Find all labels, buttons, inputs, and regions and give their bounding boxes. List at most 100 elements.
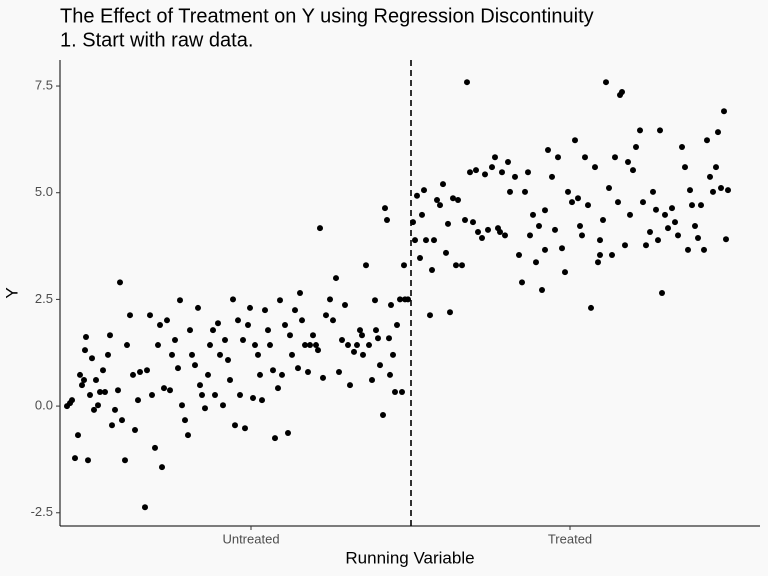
point	[357, 327, 363, 334]
point	[625, 158, 631, 165]
point	[242, 425, 248, 432]
point	[142, 504, 148, 511]
point	[359, 332, 365, 339]
point	[295, 365, 301, 372]
point	[522, 188, 528, 195]
point	[536, 223, 542, 230]
point	[159, 464, 165, 471]
point	[124, 342, 130, 349]
point	[100, 367, 106, 374]
point	[525, 169, 531, 176]
point	[187, 327, 193, 334]
point	[707, 173, 713, 180]
point	[144, 367, 150, 374]
point	[164, 317, 170, 324]
point	[657, 127, 663, 134]
point	[437, 202, 443, 209]
point	[212, 391, 218, 398]
point	[102, 389, 108, 396]
point	[542, 246, 548, 253]
point	[262, 307, 268, 314]
point	[347, 382, 353, 389]
point	[373, 327, 379, 334]
point	[69, 397, 75, 404]
point	[392, 389, 398, 396]
point	[470, 219, 476, 226]
point	[497, 228, 503, 235]
point	[279, 371, 285, 378]
point	[177, 297, 183, 304]
point	[147, 312, 153, 319]
point	[637, 127, 643, 134]
point	[107, 332, 113, 339]
point	[259, 397, 265, 404]
point	[665, 225, 671, 232]
point	[155, 342, 161, 349]
point	[615, 199, 621, 206]
point	[217, 351, 223, 358]
point	[582, 154, 588, 161]
point	[272, 435, 278, 442]
point	[647, 228, 653, 235]
point	[627, 211, 633, 218]
point	[713, 164, 719, 171]
point	[157, 322, 163, 329]
point	[380, 412, 386, 419]
point	[533, 259, 539, 266]
point	[721, 108, 727, 115]
point	[387, 371, 393, 378]
point	[330, 317, 336, 324]
point	[662, 211, 668, 218]
point	[592, 164, 598, 171]
point	[192, 362, 198, 369]
point	[95, 402, 101, 409]
point	[516, 252, 522, 259]
point	[443, 249, 449, 256]
point	[464, 79, 470, 86]
point	[247, 304, 253, 311]
point	[597, 252, 603, 259]
point	[369, 377, 375, 384]
point	[135, 397, 141, 404]
point	[122, 457, 128, 464]
point	[390, 351, 396, 358]
point	[215, 320, 221, 327]
point	[225, 356, 231, 363]
chart-title: The Effect of Treatment on Y using Regre…	[60, 5, 594, 27]
point	[577, 223, 583, 230]
point	[399, 389, 405, 396]
point	[542, 207, 548, 214]
point	[222, 336, 228, 343]
point	[75, 432, 81, 439]
point	[267, 342, 273, 349]
point	[482, 171, 488, 178]
point	[386, 335, 392, 342]
point	[227, 377, 233, 384]
point	[245, 322, 251, 329]
point	[105, 351, 111, 358]
point	[718, 185, 724, 192]
point	[302, 342, 308, 349]
point	[679, 144, 685, 151]
point	[419, 211, 425, 218]
point	[305, 368, 311, 375]
point	[83, 333, 89, 340]
point	[459, 262, 465, 269]
point	[91, 406, 97, 413]
point	[552, 226, 558, 233]
point	[669, 205, 675, 212]
point	[127, 312, 133, 319]
point	[479, 234, 485, 241]
point	[277, 297, 283, 304]
point	[397, 296, 403, 303]
x-tick-label: Untreated	[222, 531, 279, 546]
point	[412, 237, 418, 244]
point	[512, 173, 518, 180]
point	[199, 391, 205, 398]
point	[475, 228, 481, 235]
point	[450, 195, 456, 202]
point	[672, 219, 678, 226]
point	[240, 336, 246, 343]
point	[79, 382, 85, 389]
